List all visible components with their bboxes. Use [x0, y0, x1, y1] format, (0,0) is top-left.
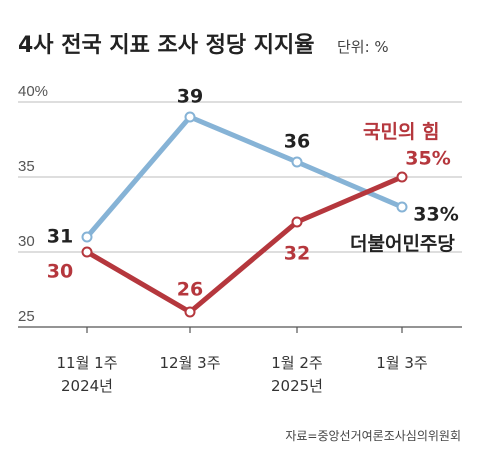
- series-name-democratic: 더불어민주당: [350, 233, 455, 255]
- y-tick-labels: 40% 35 30 25: [18, 83, 48, 325]
- data-label-democratic-2: 36: [284, 131, 310, 153]
- y-tick-35: 35: [18, 158, 35, 175]
- data-label-people-power-2: 32: [284, 243, 310, 265]
- series-name-people-power: 국민의 힘: [363, 121, 440, 143]
- y-tick-40: 40%: [18, 83, 48, 100]
- point-people-power-3: [396, 171, 408, 183]
- x-tick-label-3: 1월 3주: [376, 354, 427, 372]
- x-tick-label-0: 11월 1주: [57, 354, 118, 372]
- data-label-people-power-0: 30: [47, 261, 73, 283]
- y-tick-25: 25: [18, 308, 35, 325]
- point-people-power-0: [81, 246, 93, 258]
- point-democratic-1: [184, 111, 196, 123]
- series-layer: [81, 111, 408, 318]
- x-year-label-0: 2024년: [61, 377, 113, 395]
- x-tick-labels: 11월 1주 2024년 12월 3주 1월 2주 2025년 1월 3주: [57, 327, 428, 395]
- data-label-people-power-3: 35%: [405, 148, 450, 170]
- data-label-democratic-3: 33%: [413, 204, 458, 226]
- x-tick-label-1: 12월 3주: [160, 354, 221, 372]
- point-democratic-0: [81, 231, 93, 243]
- point-people-power-1: [184, 306, 196, 318]
- y-tick-30: 30: [18, 233, 35, 250]
- data-labels: 31 39 36 33% 30 26 32 35%: [47, 86, 459, 301]
- series-line-people-power: [84, 174, 405, 315]
- data-label-people-power-1: 26: [177, 279, 203, 301]
- chart-title: 4사 전국 지표 조사 정당 지지율: [18, 33, 314, 58]
- series-line-democratic: [84, 114, 405, 240]
- data-label-democratic-0: 31: [47, 226, 73, 248]
- source-note: 자료=중앙선거여론조사심의위원회: [285, 429, 461, 443]
- point-people-power-2: [291, 216, 303, 228]
- point-democratic-3: [396, 201, 408, 213]
- chart-unit: 단위: %: [337, 38, 389, 56]
- x-tick-label-2: 1월 2주: [271, 354, 322, 372]
- data-label-democratic-1: 39: [177, 86, 203, 108]
- point-democratic-2: [291, 156, 303, 168]
- x-year-label-2: 2025년: [271, 377, 323, 395]
